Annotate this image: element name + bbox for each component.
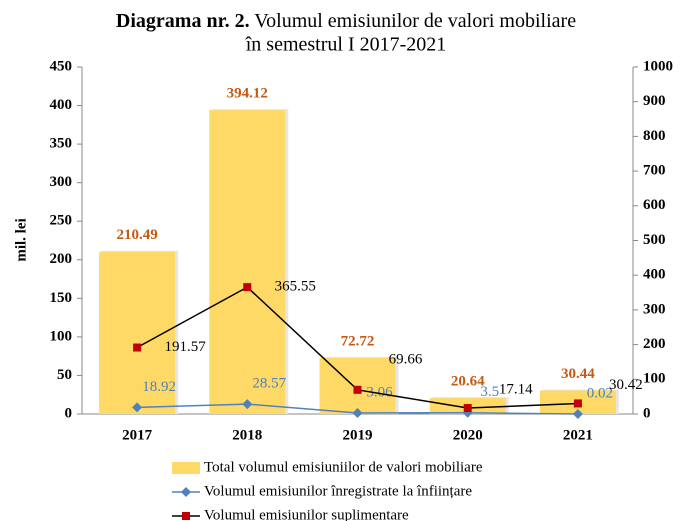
- legend-label: Total volumul emisiuniilor de valori mob…: [204, 459, 483, 475]
- y2-tick-label: 800: [643, 128, 666, 144]
- bar-value-label: 20.64: [451, 374, 485, 390]
- y2-tick-label: 600: [643, 197, 666, 213]
- bar-value-label: 72.72: [341, 333, 375, 349]
- data-label: 365.55: [275, 279, 316, 295]
- marker: [133, 343, 142, 352]
- y2-tick-label: 100: [643, 371, 666, 387]
- legend-marker: [181, 487, 191, 497]
- data-label: 18.92: [142, 379, 176, 395]
- y2-tick-label: 300: [643, 301, 666, 317]
- data-label: 69.66: [389, 351, 423, 367]
- y-tick-label: 400: [50, 97, 73, 113]
- bar-value-label: 30.44: [561, 366, 595, 382]
- data-label: 28.57: [252, 376, 286, 392]
- y2-tick-label: 0: [643, 405, 651, 421]
- legend-marker: [182, 512, 190, 520]
- marker: [572, 408, 583, 419]
- data-label: 30.42: [609, 377, 643, 393]
- y-tick-label: 150: [50, 290, 73, 306]
- y2-tick-label: 900: [643, 93, 666, 109]
- y-tick-label: 350: [50, 136, 73, 152]
- legend-label: Volumul emisiunilor înregistrate la înfi…: [204, 483, 472, 499]
- marker: [132, 402, 143, 413]
- data-label: 191.57: [164, 339, 206, 355]
- marker: [352, 407, 363, 418]
- y-axis-label: mil. lei: [13, 218, 29, 261]
- y-tick-label: 0: [65, 405, 73, 421]
- title-part: Diagrama nr. 2.: [116, 10, 250, 32]
- bar-value-label: 394.12: [227, 86, 268, 102]
- legend-swatch: [172, 462, 200, 474]
- x-tick-label: 2021: [563, 427, 593, 443]
- chart-title: Diagrama nr. 2. Volumul emisiunilor de v…: [116, 10, 576, 32]
- y-tick-label: 450: [50, 58, 73, 74]
- y2-tick-label: 1000: [643, 58, 673, 74]
- y-tick-label: 250: [50, 213, 73, 229]
- marker: [353, 385, 362, 394]
- x-tick-label: 2018: [232, 427, 262, 443]
- data-label: 3.5: [480, 384, 499, 400]
- data-label: 17.14: [499, 381, 533, 397]
- bar-value-label: 210.49: [116, 227, 157, 243]
- bar: [209, 110, 286, 414]
- x-tick-label: 2017: [122, 427, 153, 443]
- marker: [243, 283, 252, 292]
- y-tick-label: 300: [50, 174, 73, 190]
- y2-tick-label: 200: [643, 336, 666, 352]
- data-label: 3.06: [366, 384, 393, 400]
- data-label: 0.02: [587, 385, 613, 401]
- x-tick-label: 2020: [453, 427, 483, 443]
- y2-tick-label: 400: [643, 267, 666, 283]
- y2-tick-label: 700: [643, 163, 666, 179]
- chart-title: în semestrul I 2017-2021: [245, 34, 447, 56]
- x-tick-label: 2019: [343, 427, 373, 443]
- legend-label: Volumul emisiunilor suplimentare: [204, 507, 409, 521]
- marker: [242, 399, 253, 410]
- marker: [463, 404, 472, 413]
- y2-tick-label: 500: [643, 232, 666, 248]
- y-tick-label: 200: [50, 251, 73, 267]
- y-tick-label: 50: [57, 367, 72, 383]
- title-part: Volumul emisiunilor de valori mobiliare: [254, 10, 576, 32]
- marker: [573, 399, 582, 408]
- y-tick-label: 100: [50, 328, 73, 344]
